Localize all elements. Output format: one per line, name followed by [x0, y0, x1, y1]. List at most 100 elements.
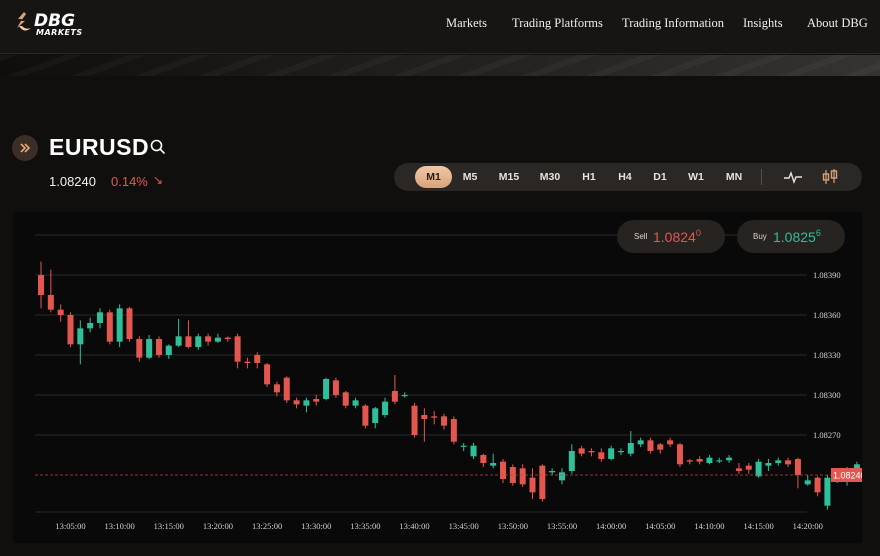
tf-m5[interactable]: M5 [462, 171, 478, 183]
candle-body [470, 445, 477, 457]
banner-texture [0, 55, 880, 76]
candle-body [716, 460, 723, 462]
candle-body [67, 315, 74, 345]
symbol-title: EURUSD [49, 134, 150, 160]
candle-body [676, 444, 683, 465]
candle-body [323, 379, 330, 399]
current-price: 1.08240 [49, 174, 96, 189]
tf-mn[interactable]: MN [725, 171, 743, 183]
candle-body [87, 323, 94, 329]
x-tick-label: 14:00:00 [596, 521, 626, 531]
tf-w1[interactable]: W1 [688, 171, 704, 183]
candle-body [264, 364, 271, 385]
candle-body [490, 463, 497, 466]
candle-body [598, 452, 605, 459]
candle-body [77, 328, 84, 345]
candle-body [47, 295, 54, 310]
x-tick-label: 13:20:00 [203, 521, 233, 531]
candle-body [401, 395, 408, 397]
candlestick-icon[interactable] [820, 168, 840, 186]
candle-body [647, 440, 654, 451]
dbg-logo[interactable]: DBG MARKETS [13, 10, 95, 38]
candle-body [342, 392, 349, 406]
candle-body [450, 419, 457, 442]
candle-body [391, 391, 398, 402]
x-tick-label: 14:20:00 [793, 521, 823, 531]
candle-body [706, 457, 713, 463]
nav-trading-information[interactable]: Trading Information [622, 16, 724, 30]
candle-body [480, 455, 487, 463]
y-tick-label: 1.08360 [813, 310, 841, 320]
candle-body [126, 308, 133, 339]
candle-body [136, 339, 143, 358]
candle-body [785, 460, 792, 465]
candle-body [627, 443, 634, 454]
candle-body [804, 480, 811, 485]
candle-body [824, 477, 831, 506]
candle-body [313, 399, 320, 402]
candle-body [765, 463, 772, 466]
candle-body [745, 465, 752, 470]
down-arrow-icon: ↘ [153, 173, 164, 187]
y-tick-label: 1.08270 [813, 430, 841, 440]
candle-body [372, 408, 379, 423]
candle-body [588, 451, 595, 453]
double-chevron-right-icon [20, 143, 31, 153]
candle-body [686, 460, 693, 462]
candle-body [106, 312, 113, 342]
logo-subtitle: MARKETS [36, 28, 83, 37]
candle-body [234, 336, 241, 362]
top-navbar: DBG MARKETS Markets Trading Platforms Tr… [0, 0, 880, 54]
candlestick-chart[interactable]: 1.08390 1.08360 1.08330 1.08300 1.08270 1.082… [13, 212, 862, 543]
x-tick-label: 13:10:00 [105, 521, 135, 531]
candle-body [617, 451, 624, 453]
x-tick-label: 13:45:00 [449, 521, 479, 531]
candle-body [273, 384, 280, 393]
x-tick-label: 14:10:00 [694, 521, 724, 531]
x-tick-label: 13:15:00 [154, 521, 184, 531]
candle-body [38, 275, 44, 295]
candle-body [500, 461, 507, 479]
candle-body [332, 380, 339, 395]
tf-m1[interactable]: M1 [415, 166, 452, 188]
candle-body [568, 451, 575, 471]
price-chart[interactable]: 1.08390 1.08360 1.08330 1.08300 1.08270 1.082… [13, 212, 862, 543]
y-tick-label: 1.08330 [813, 350, 841, 360]
sell-label: Sell [634, 232, 648, 241]
x-tick-label: 13:35:00 [350, 521, 380, 531]
candle-body [244, 361, 251, 363]
candle-body [165, 345, 172, 355]
buy-quote-button[interactable]: Buy 1.08256 [737, 220, 845, 253]
candle-body [195, 336, 202, 347]
candle-body [175, 336, 182, 346]
candle-body [549, 471, 556, 473]
candle-body [696, 459, 703, 462]
candle-body [726, 457, 733, 461]
nav-trading-platforms[interactable]: Trading Platforms [512, 16, 603, 30]
expand-sidebar-button[interactable] [12, 135, 38, 161]
tf-h4[interactable]: H4 [618, 171, 632, 183]
tf-m15[interactable]: M15 [498, 171, 520, 183]
candle-body [283, 377, 290, 401]
nav-insights[interactable]: Insights [743, 16, 783, 30]
nav-markets[interactable]: Markets [446, 16, 487, 30]
tf-h1[interactable]: H1 [582, 171, 596, 183]
logo-wordmark: DBG [34, 11, 76, 31]
buy-label: Buy [753, 232, 767, 241]
candle-body [814, 477, 821, 493]
tf-d1[interactable]: D1 [653, 171, 667, 183]
search-icon[interactable] [150, 139, 166, 155]
tf-m30[interactable]: M30 [539, 171, 561, 183]
candle-body [352, 400, 359, 406]
buy-price: 1.08256 [773, 228, 821, 245]
candle-body [460, 445, 467, 447]
candle-body [539, 465, 546, 499]
x-tick-label: 13:05:00 [55, 521, 85, 531]
nav-about-dbg[interactable]: About DBG [807, 16, 868, 30]
x-tick-label: 14:05:00 [645, 521, 675, 531]
y-tick-label: 1.08300 [813, 390, 841, 400]
line-chart-icon[interactable] [783, 168, 803, 186]
candle-body [519, 468, 526, 485]
candle-body [755, 461, 762, 477]
sell-quote-button[interactable]: Sell 1.08240 [617, 220, 725, 253]
